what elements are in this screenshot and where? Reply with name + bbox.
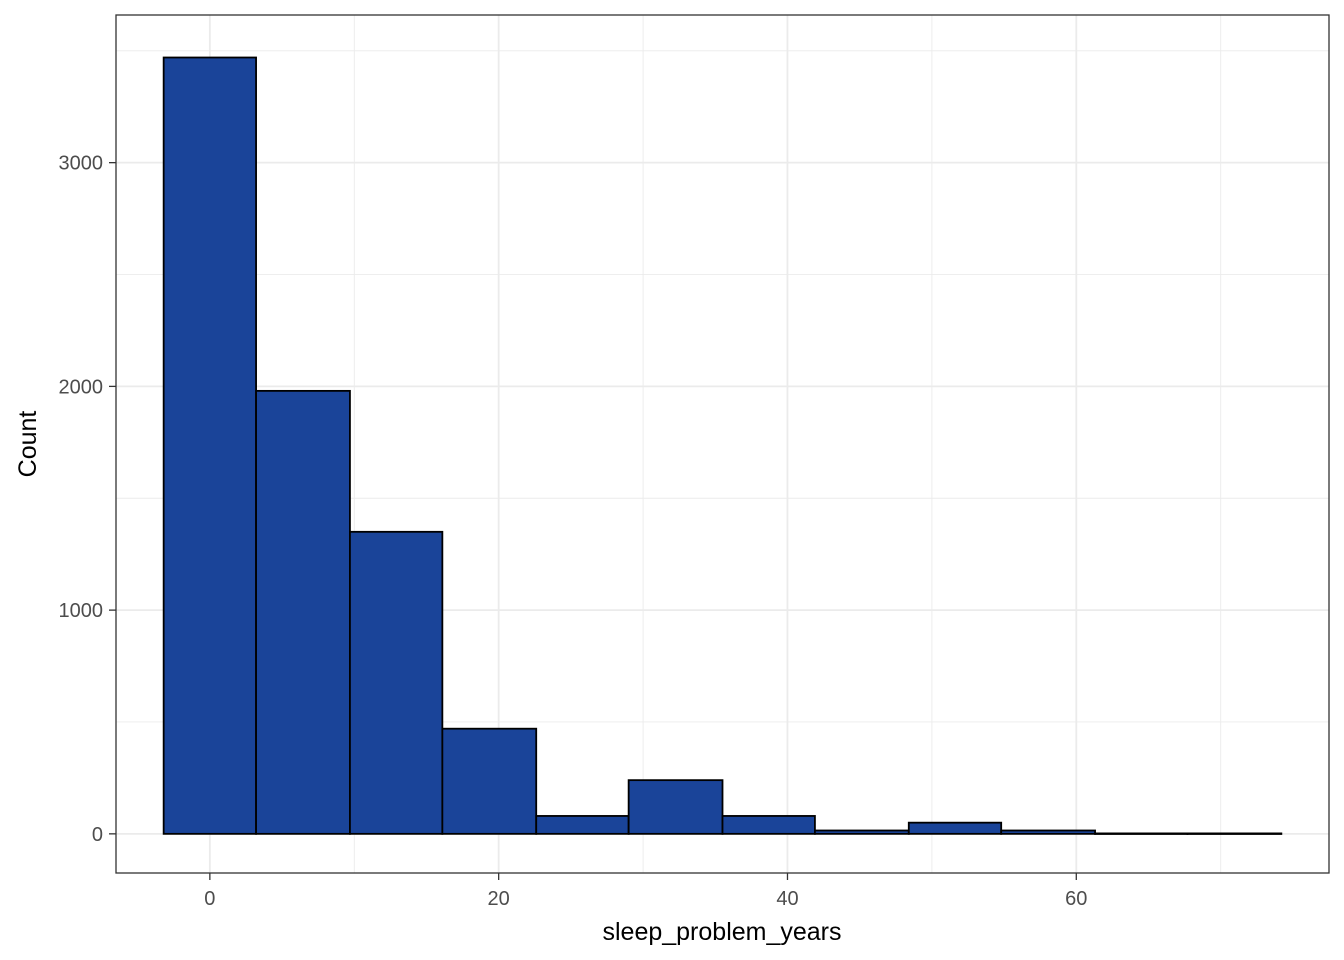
histogram-bar bbox=[1094, 832, 1189, 835]
y-tick-label: 2000 bbox=[59, 376, 104, 398]
panel-border bbox=[115, 14, 1330, 874]
y-tick-label: 3000 bbox=[59, 153, 104, 175]
x-tick-label: 20 bbox=[488, 888, 510, 910]
x-axis-ticks: 0 20 40 60 bbox=[204, 873, 1087, 910]
x-tick-label: 40 bbox=[776, 888, 798, 910]
histogram-bar bbox=[907, 821, 1003, 835]
histogram-bar bbox=[814, 829, 910, 835]
histogram-bar bbox=[535, 815, 630, 835]
histogram-bar bbox=[627, 779, 724, 835]
y-axis-title: Count bbox=[14, 411, 42, 478]
histogram-bars bbox=[162, 56, 1283, 835]
x-tick-label: 0 bbox=[204, 888, 215, 910]
histogram-bar bbox=[441, 727, 538, 835]
y-axis-ticks: 0 1000 2000 3000 bbox=[59, 153, 116, 846]
x-axis-title: sleep_problem_years bbox=[602, 918, 841, 946]
x-tick-label: 60 bbox=[1065, 888, 1087, 910]
histogram-bar bbox=[721, 815, 816, 835]
histogram-bar bbox=[1000, 829, 1096, 835]
histogram-bar bbox=[1186, 832, 1283, 835]
y-tick-label: 0 bbox=[92, 824, 103, 846]
grid-minor bbox=[116, 15, 1329, 873]
y-tick-label: 1000 bbox=[59, 600, 104, 622]
histogram-bar bbox=[255, 389, 351, 835]
histogram-bar bbox=[349, 530, 444, 835]
histogram-bar bbox=[162, 56, 257, 835]
